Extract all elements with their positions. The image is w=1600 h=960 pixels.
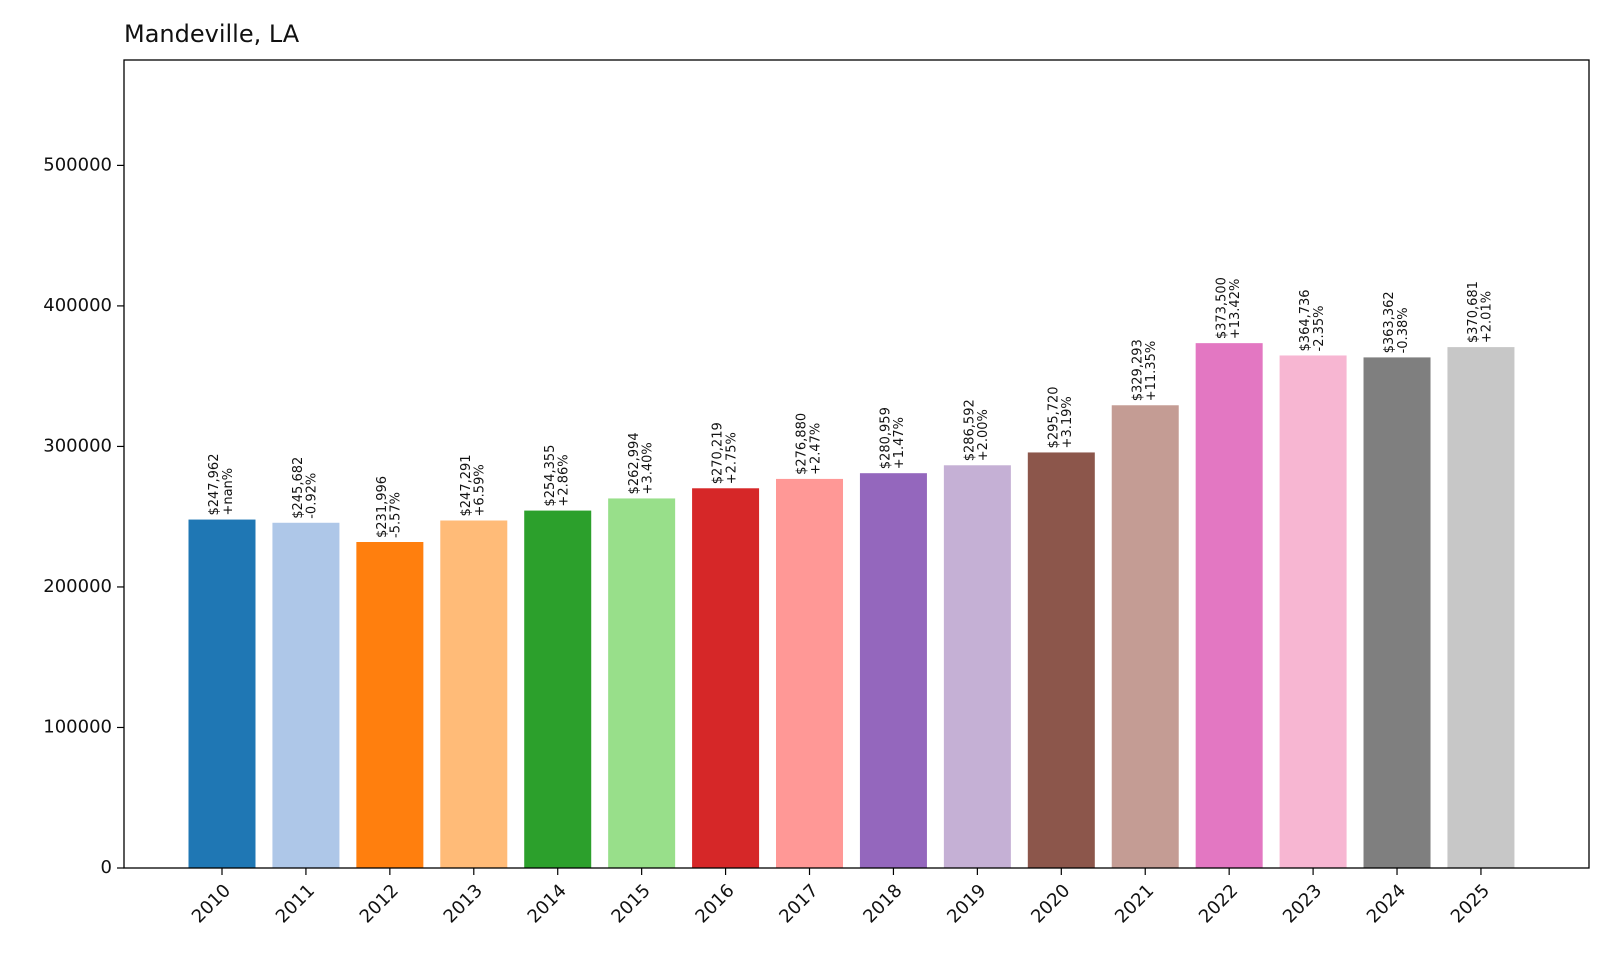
bar-value-label-2020: $295,720+3.19% (1046, 386, 1075, 448)
bar-price-label: $247,962 (207, 454, 222, 516)
bar-price-label: $364,736 (1298, 289, 1313, 351)
bar-price-label: $329,293 (1130, 339, 1145, 401)
bar-2012 (356, 542, 424, 868)
bar-price-label: $373,500 (1214, 277, 1229, 339)
bar-2017 (776, 478, 844, 868)
x-tick-label-2013: 2013 (440, 880, 487, 927)
bar-2016 (692, 488, 760, 868)
bar-change-label: -5.57% (389, 492, 404, 538)
y-tick-label-0: 0 (101, 857, 112, 878)
bar-price-label: $363,362 (1382, 291, 1397, 353)
bar-change-label: -2.35% (1312, 305, 1327, 351)
y-tick-label-100000: 100000 (43, 716, 112, 737)
x-tick-label-2020: 2020 (1027, 880, 1074, 927)
bar-2011 (272, 522, 340, 868)
x-axis: 2010 2011 2012 2013 2014 2015 2016 2017 2018 2019… (188, 868, 1494, 927)
bar-change-label: +2.00% (976, 409, 991, 461)
bar-value-label-2017: $276,880+2.47% (795, 413, 824, 475)
bar-change-label: -0.92% (305, 473, 320, 519)
x-tick-label-2010: 2010 (188, 880, 235, 927)
y-tick-label-200000: 200000 (43, 576, 112, 597)
bar-2010 (188, 519, 256, 868)
bar-2023 (1279, 355, 1347, 869)
bar-change-label: +nan% (221, 468, 236, 516)
bar-value-label-2016: $270,219+2.75% (711, 422, 740, 484)
bar-change-label: +6.59% (473, 464, 488, 516)
bar-2019 (943, 465, 1011, 868)
bar-labels-layer: $247,962+nan% $245,682-0.92% $231,996-5.57… (207, 277, 1495, 538)
bar-change-label: +2.75% (724, 432, 739, 484)
bar-value-label-2018: $280,959+1.47% (879, 407, 908, 469)
bar-price-label: $247,291 (459, 454, 474, 516)
bar-price-label: $286,592 (962, 399, 977, 461)
x-tick-label-2019: 2019 (943, 880, 990, 927)
y-axis: 0 100000 200000 300000 400000 500000 (43, 154, 124, 878)
bar-2015 (608, 498, 676, 868)
bar-change-label: -0.38% (1396, 307, 1411, 353)
bar-value-label-2022: $373,500+13.42% (1214, 277, 1243, 339)
x-tick-label-2016: 2016 (691, 880, 738, 927)
bar-2025 (1447, 347, 1515, 868)
bar-value-label-2023: $364,736-2.35% (1298, 289, 1327, 351)
bar-2021 (1111, 405, 1179, 868)
bar-price-label: $270,219 (711, 422, 726, 484)
y-tick-label-400000: 400000 (43, 295, 112, 316)
bar-price-label: $370,681 (1466, 281, 1481, 343)
bar-value-label-2019: $286,592+2.00% (962, 399, 991, 461)
bar-change-label: +2.01% (1480, 291, 1495, 343)
x-tick-label-2017: 2017 (775, 880, 822, 927)
plot-frame (123, 59, 1590, 869)
chart-title: Mandeville, LA (124, 20, 300, 48)
x-tick-label-2021: 2021 (1111, 880, 1158, 927)
bar-value-label-2025: $370,681+2.01% (1466, 281, 1495, 343)
bars-layer (188, 343, 1515, 869)
bar-value-label-2014: $254,355+2.86% (543, 445, 572, 507)
x-tick-label-2018: 2018 (859, 880, 906, 927)
x-tick-label-2025: 2025 (1447, 880, 1494, 927)
bar-change-label: +1.47% (892, 417, 907, 469)
bar-2014 (524, 510, 592, 868)
bar-price-label: $245,682 (291, 457, 306, 519)
x-tick-label-2014: 2014 (524, 880, 571, 927)
bar-2020 (1027, 452, 1095, 868)
x-tick-label-2012: 2012 (356, 880, 403, 927)
x-tick-label-2022: 2022 (1195, 880, 1242, 927)
bar-price-label: $254,355 (543, 445, 558, 507)
bar-change-label: +3.40% (640, 442, 655, 494)
bar-value-label-2010: $247,962+nan% (207, 454, 236, 516)
bar-change-label: +2.47% (808, 423, 823, 475)
bar-2018 (859, 473, 927, 868)
bar-price-label: $280,959 (879, 407, 894, 469)
bar-value-label-2024: $363,362-0.38% (1382, 291, 1411, 353)
bar-2024 (1363, 357, 1431, 868)
bar-value-label-2015: $262,994+3.40% (627, 432, 656, 494)
bar-change-label: +13.42% (1228, 279, 1243, 339)
bar-price-label: $295,720 (1046, 386, 1061, 448)
bar-price-label: $276,880 (795, 413, 810, 475)
bar-price-label: $231,996 (375, 476, 390, 538)
bar-change-label: +11.35% (1144, 341, 1159, 401)
bar-change-label: +2.86% (556, 454, 571, 506)
x-tick-label-2011: 2011 (272, 880, 319, 927)
x-tick-label-2023: 2023 (1279, 880, 1326, 927)
y-tick-label-300000: 300000 (43, 435, 112, 456)
x-tick-label-2015: 2015 (607, 880, 654, 927)
bar-value-label-2013: $247,291+6.59% (459, 454, 488, 516)
y-tick-label-500000: 500000 (43, 154, 112, 175)
bar-2022 (1195, 343, 1263, 868)
bar-value-label-2011: $245,682-0.92% (291, 457, 320, 519)
bar-change-label: +3.19% (1060, 396, 1075, 448)
bar-value-label-2012: $231,996-5.57% (375, 476, 404, 538)
bar-price-label: $262,994 (627, 432, 642, 494)
x-tick-label-2024: 2024 (1363, 880, 1410, 927)
bar-value-label-2021: $329,293+11.35% (1130, 339, 1159, 401)
bar-2013 (440, 520, 508, 868)
